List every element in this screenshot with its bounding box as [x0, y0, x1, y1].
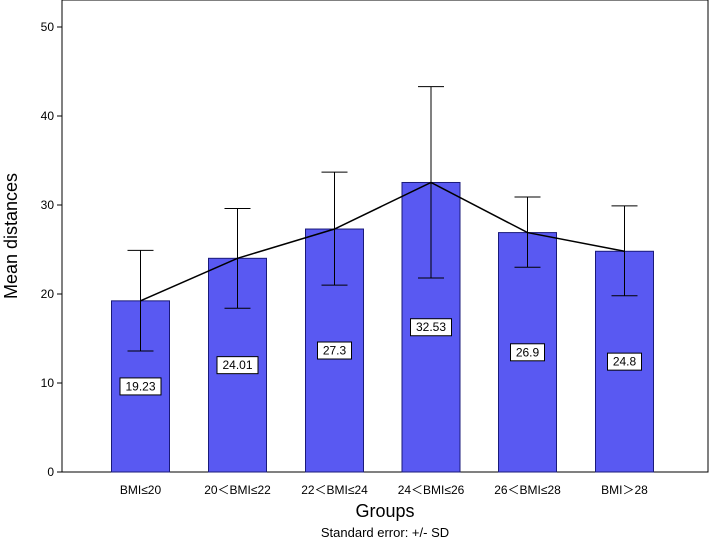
data-label-box — [216, 356, 259, 375]
x-tick-label: BMI≤20 — [120, 483, 162, 497]
data-label-box — [410, 318, 452, 337]
y-tick-label: 40 — [41, 109, 55, 123]
data-label: 24.8 — [613, 355, 637, 369]
x-tick-label: BMI＞28 — [601, 483, 648, 497]
data-label-box — [119, 377, 162, 396]
data-label: 32.53 — [416, 320, 446, 334]
data-label: 19.23 — [125, 379, 155, 393]
y-tick-label: 20 — [41, 287, 55, 301]
y-axis-title: Mean distances — [1, 173, 21, 299]
data-label-box — [317, 341, 352, 360]
mean-line — [140, 181, 625, 302]
y-tick-label: 0 — [47, 465, 54, 479]
y-tick-label: 50 — [41, 20, 55, 34]
x-tick-label: 24＜BMI≤26 — [398, 483, 465, 497]
x-axis-title: Groups — [355, 501, 414, 521]
data-label: 26.9 — [516, 345, 540, 359]
data-label-box — [510, 343, 545, 362]
data-label-box — [607, 352, 642, 371]
x-tick-label: 22＜BMI≤24 — [301, 483, 368, 497]
y-tick-label: 30 — [41, 198, 55, 212]
data-label: 27.3 — [323, 344, 347, 358]
x-tick-label: 20＜BMI≤22 — [204, 483, 271, 497]
footnote: Standard error: +/- SD — [321, 525, 449, 539]
x-tick-label: 26＜BMI≤28 — [494, 483, 561, 497]
data-label: 24.01 — [222, 358, 252, 372]
y-tick-label: 10 — [41, 376, 55, 390]
